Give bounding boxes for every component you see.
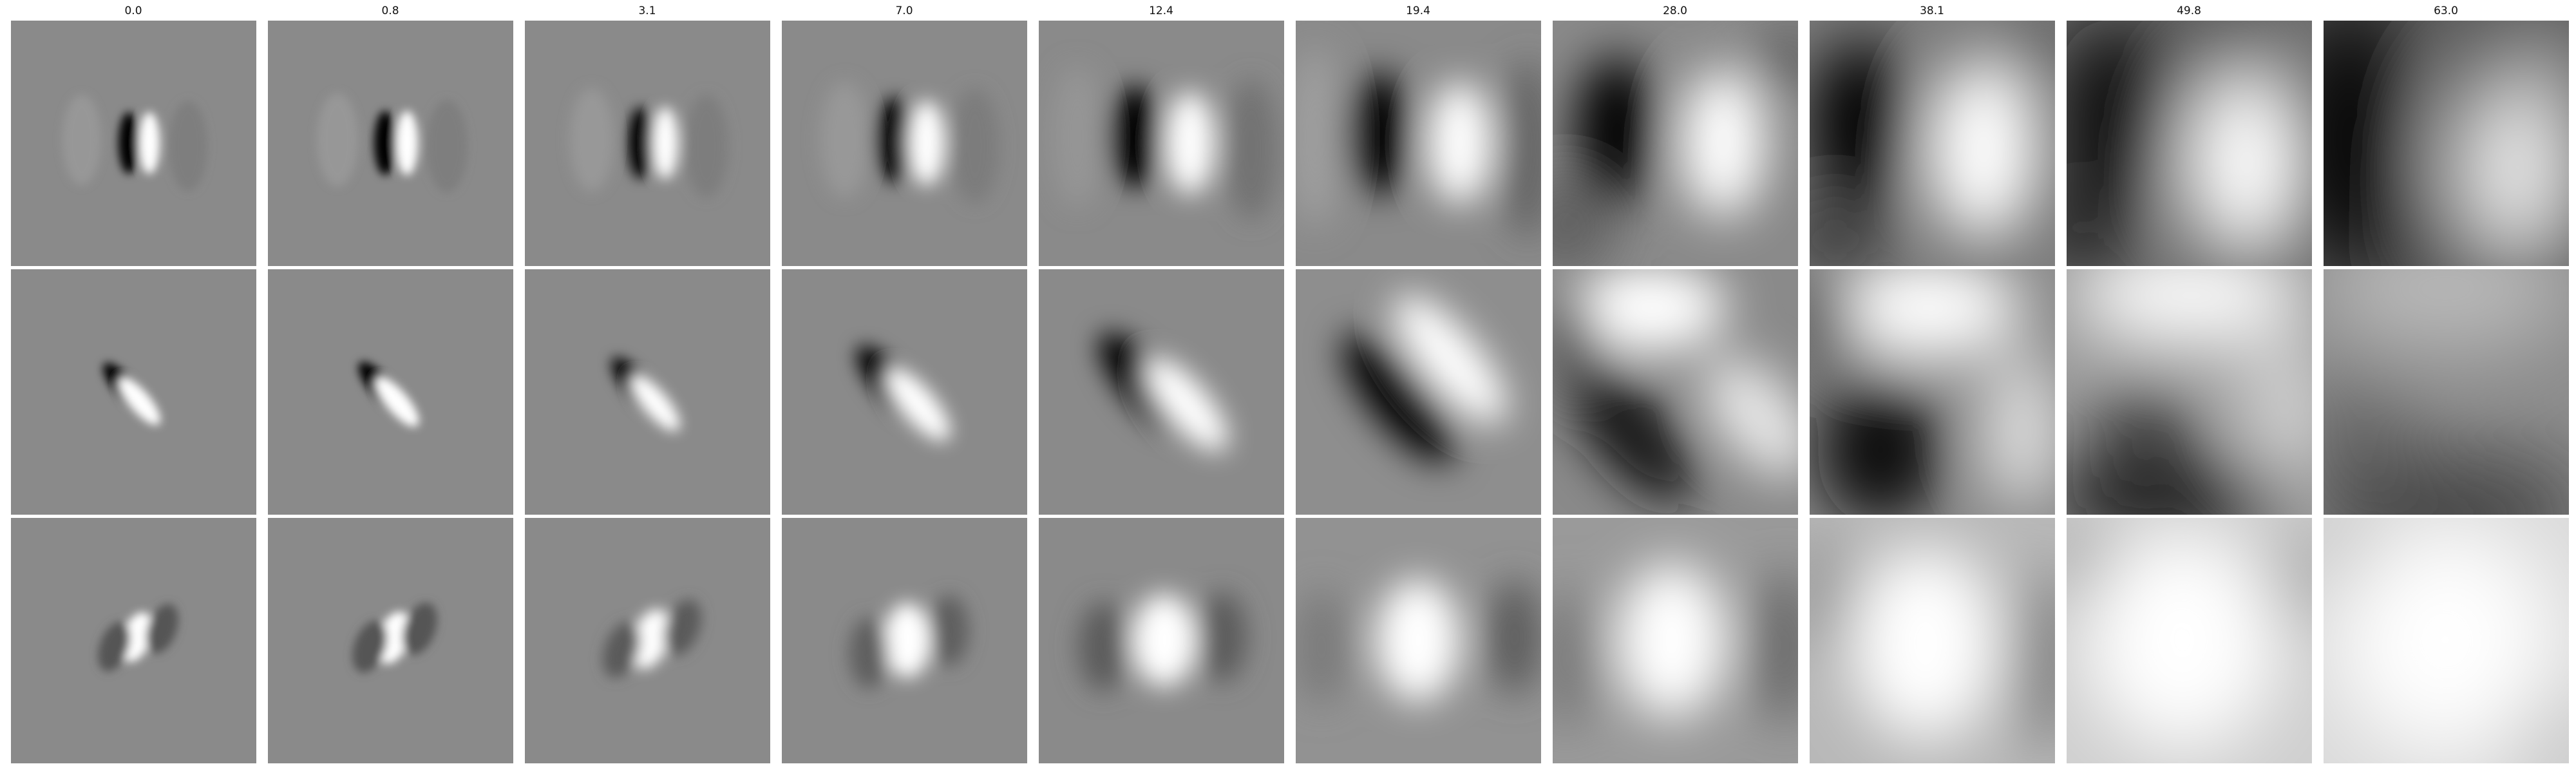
filter-panel <box>2041 518 2340 763</box>
filter-panel <box>2298 511 2576 773</box>
column-title: 19.4 <box>1406 5 1430 17</box>
filter-panel <box>1039 21 1284 266</box>
column-title: 0.0 <box>124 5 142 17</box>
filter-panel <box>525 21 770 266</box>
filter-panel <box>268 21 513 266</box>
filter-panel <box>11 21 256 266</box>
filter-panel <box>1039 518 1284 763</box>
column-title: 28.0 <box>1663 5 1687 17</box>
filter-row-3 <box>11 511 2576 773</box>
column-title: 7.0 <box>895 5 913 17</box>
filter-panel <box>1533 518 1817 763</box>
filter-panel <box>268 518 513 763</box>
filter-panel <box>1039 269 1284 515</box>
filter-panel <box>2285 0 2576 285</box>
column-title: 3.1 <box>638 5 656 17</box>
filter-panel <box>1777 8 2087 285</box>
filter-panel <box>11 269 256 515</box>
filter-panel <box>1542 263 1834 524</box>
column-title: 49.8 <box>2177 5 2201 17</box>
filter-panel <box>1296 518 1541 763</box>
filter-panel <box>2028 8 2312 285</box>
filter-panel <box>1514 21 1830 278</box>
column-title: 63.0 <box>2434 5 2458 17</box>
filter-panel <box>1289 21 1553 266</box>
filter-panel <box>525 518 770 763</box>
filter-panel <box>268 269 513 515</box>
filter-panel <box>2041 243 2324 546</box>
filter-row-1 <box>11 0 2576 285</box>
filter-panel <box>11 518 256 763</box>
filter-panel <box>782 21 1027 266</box>
column-titles: 0.0 0.8 3.1 7.0 12.4 19.4 28.0 38.1 49.8… <box>124 5 2458 17</box>
filter-panel <box>1790 256 2061 527</box>
filter-panel <box>782 269 1027 515</box>
column-title: 38.1 <box>1920 5 1944 17</box>
filter-panel <box>1797 518 2080 763</box>
column-title: 12.4 <box>1149 5 1173 17</box>
column-title: 0.8 <box>381 5 399 17</box>
filter-panel <box>782 518 1027 763</box>
filter-panel <box>525 269 770 515</box>
filter-panel <box>1296 269 1541 515</box>
